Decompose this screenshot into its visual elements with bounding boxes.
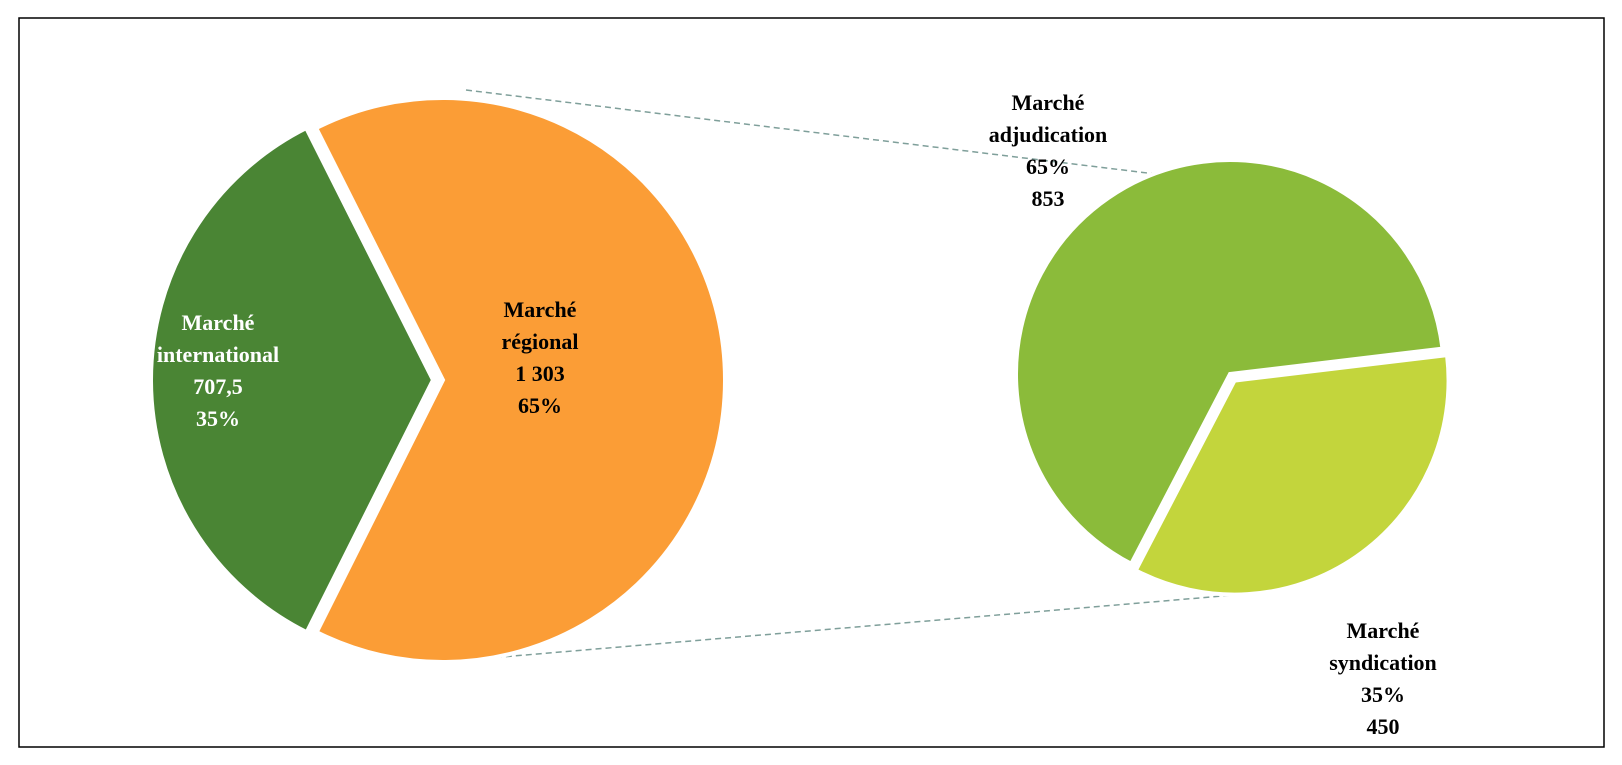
pie-slice <box>1133 352 1451 597</box>
percent-label: 35% <box>196 406 240 431</box>
percent-label: 35% <box>1361 682 1405 707</box>
pie-slice <box>1014 158 1445 567</box>
pie-slice <box>149 125 436 635</box>
pie-slice <box>313 96 727 664</box>
value-label: 450 <box>1367 714 1400 739</box>
slice-label: Marché adjudication <box>989 90 1108 147</box>
slice-label: Marché international <box>157 310 279 367</box>
connector-line <box>465 593 1247 661</box>
slice-label: Marché régional <box>502 297 579 354</box>
value-label: 707,5 <box>193 374 243 399</box>
value-label: 1 303 <box>515 361 565 386</box>
percent-label: 65% <box>1026 154 1070 179</box>
slice-label: Marché syndication <box>1329 618 1437 675</box>
connector-line <box>465 89 1247 186</box>
value-label: 853 <box>1032 186 1065 211</box>
percent-label: 65% <box>518 393 562 418</box>
